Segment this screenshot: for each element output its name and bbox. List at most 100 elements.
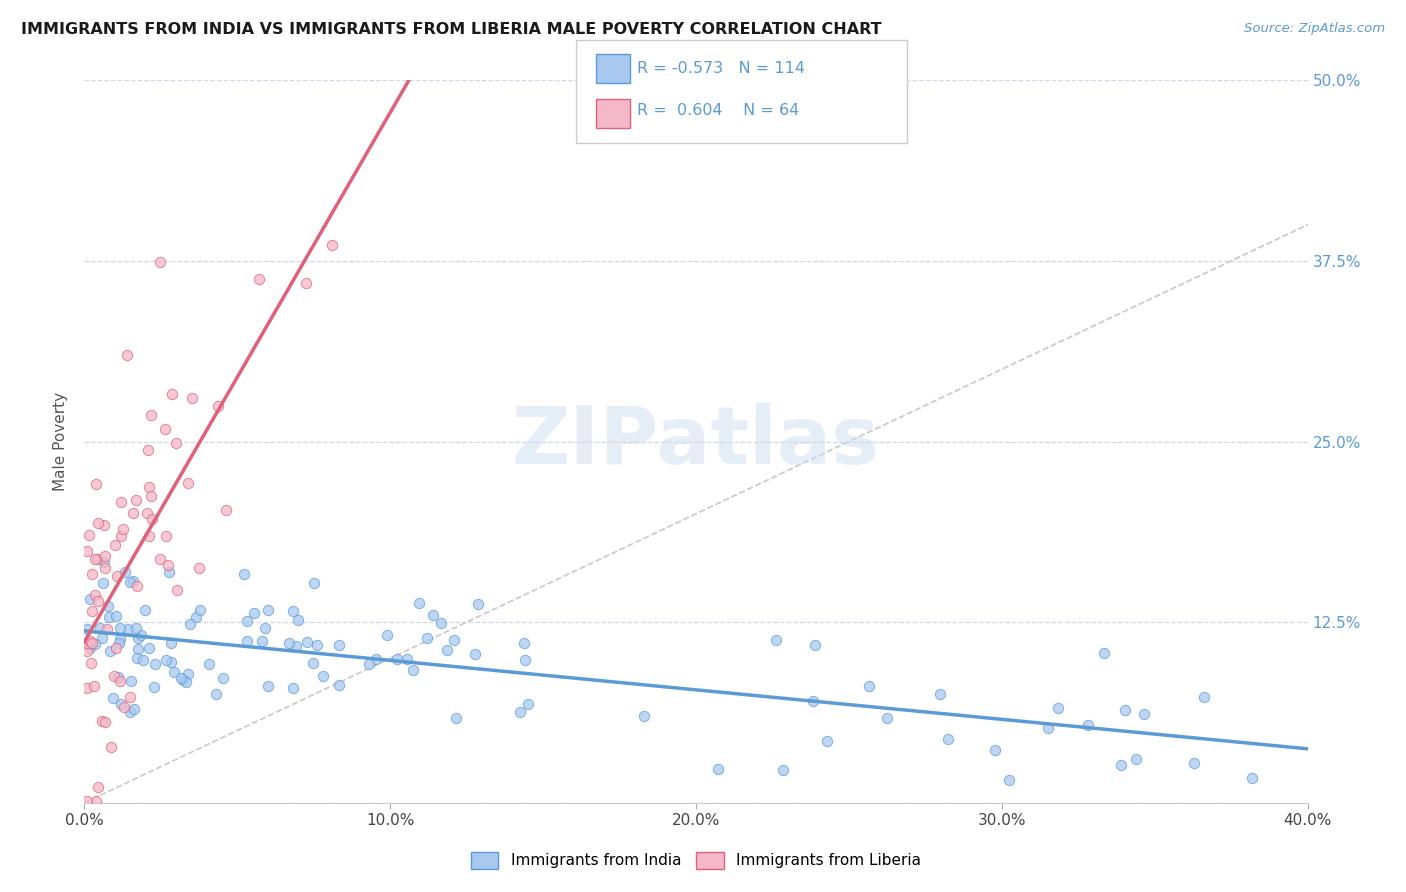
- Point: [94, 560, 117, 574]
- Point: [87, 516, 110, 531]
- Point: [96, 622, 118, 636]
- Point: [139, 408, 162, 422]
- Point: [1047, 700, 1070, 714]
- Point: [93, 518, 115, 533]
- Point: [1125, 752, 1147, 766]
- Point: [236, 634, 259, 648]
- Point: [132, 653, 155, 667]
- Point: [112, 700, 135, 714]
- Point: [79, 528, 101, 542]
- Point: [122, 701, 145, 715]
- Point: [80, 604, 103, 618]
- Point: [157, 558, 180, 573]
- Point: [385, 652, 408, 666]
- Point: [105, 568, 128, 582]
- Point: [86, 551, 108, 566]
- Point: [176, 667, 198, 681]
- Point: [76, 543, 98, 558]
- Point: [254, 621, 277, 635]
- Point: [160, 635, 183, 649]
- Text: IMMIGRANTS FROM INDIA VS IMMIGRANTS FROM LIBERIA MALE POVERTY CORRELATION CHART: IMMIGRANTS FROM INDIA VS IMMIGRANTS FROM…: [21, 22, 882, 37]
- Point: [1092, 646, 1115, 660]
- Point: [104, 538, 127, 552]
- Point: [166, 582, 188, 597]
- Point: [179, 617, 201, 632]
- Point: [215, 503, 238, 517]
- Point: [105, 641, 128, 656]
- Point: [162, 665, 184, 679]
- Point: [236, 614, 259, 628]
- Point: [127, 641, 149, 656]
- Point: [157, 566, 180, 580]
- Point: [94, 714, 117, 729]
- Point: [129, 628, 152, 642]
- Point: [804, 638, 827, 652]
- Point: [108, 632, 131, 646]
- Point: [148, 552, 170, 566]
- Point: [93, 555, 115, 569]
- Point: [513, 636, 536, 650]
- Point: [321, 238, 343, 252]
- Point: [90, 714, 112, 728]
- Point: [416, 631, 439, 645]
- Point: [108, 636, 131, 650]
- Point: [87, 780, 110, 795]
- Point: [79, 637, 101, 651]
- Point: [284, 639, 307, 653]
- Point: [136, 443, 159, 458]
- Point: [160, 387, 183, 401]
- Point: [115, 348, 138, 362]
- Point: [84, 637, 107, 651]
- Point: [422, 607, 444, 622]
- Point: [117, 622, 139, 636]
- Point: [430, 615, 453, 630]
- Point: [366, 651, 388, 665]
- Legend: Immigrants from India, Immigrants from Liberia: Immigrants from India, Immigrants from L…: [465, 846, 927, 875]
- Point: [120, 705, 142, 719]
- Point: [307, 638, 329, 652]
- Point: [287, 613, 309, 627]
- Point: [188, 603, 211, 617]
- Point: [243, 606, 266, 620]
- Point: [1109, 758, 1132, 772]
- Point: [357, 657, 380, 672]
- Point: [104, 608, 127, 623]
- Point: [87, 594, 110, 608]
- Point: [1077, 718, 1099, 732]
- Point: [160, 655, 183, 669]
- Point: [98, 610, 121, 624]
- Point: [765, 632, 787, 647]
- Point: [84, 551, 107, 566]
- Point: [396, 651, 419, 665]
- Point: [120, 673, 142, 688]
- Point: [165, 436, 187, 450]
- Point: [1132, 706, 1154, 721]
- Point: [138, 641, 160, 656]
- Point: [464, 647, 486, 661]
- Point: [143, 657, 166, 671]
- Point: [138, 529, 160, 543]
- Point: [278, 636, 301, 650]
- Point: [134, 603, 156, 617]
- Point: [84, 794, 107, 808]
- Point: [141, 512, 163, 526]
- Point: [91, 575, 114, 590]
- Point: [170, 671, 193, 685]
- Point: [1038, 722, 1060, 736]
- Point: [815, 733, 838, 747]
- Point: [467, 598, 489, 612]
- Point: [281, 681, 304, 695]
- Point: [118, 690, 141, 705]
- Point: [110, 528, 132, 542]
- Point: [94, 549, 117, 564]
- Point: [97, 599, 120, 614]
- Point: [90, 632, 112, 646]
- Point: [76, 622, 98, 636]
- Point: [443, 632, 465, 647]
- Point: [204, 687, 226, 701]
- Point: [127, 650, 149, 665]
- Point: [858, 679, 880, 693]
- Point: [79, 633, 101, 648]
- Point: [181, 391, 204, 405]
- Point: [436, 643, 458, 657]
